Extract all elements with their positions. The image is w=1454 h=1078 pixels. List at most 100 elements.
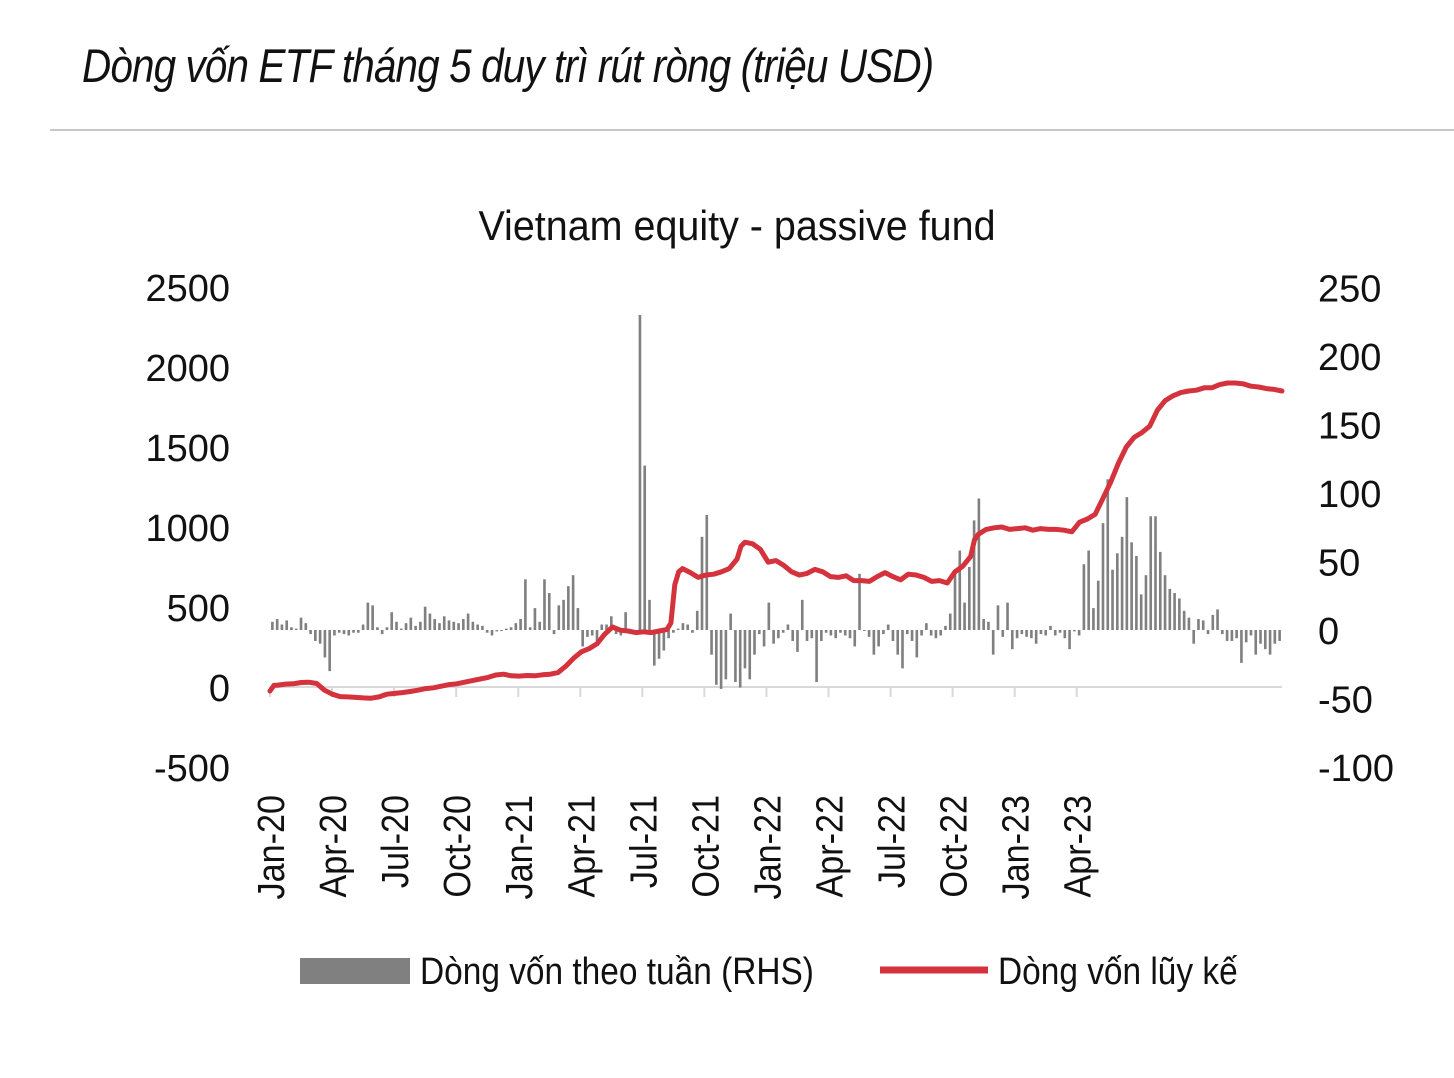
weekly-flow-bar [1020,630,1024,635]
weekly-flow-bar [700,536,704,630]
x-tick-label: Jan-21 [498,795,541,900]
weekly-flow-bar [399,628,403,630]
right-axis-ticks: -100 -50 0 50 100 150 200 250 [1318,269,1394,791]
weekly-flow-bar [968,566,971,630]
weekly-flow-bar [734,630,737,683]
weekly-flow-bar [1010,630,1014,650]
weekly-flow-bar [886,624,890,630]
weekly-flow-bar [843,630,847,636]
weekly-flow-bar [614,630,618,635]
weekly-flow-bar [1044,630,1048,636]
weekly-flow-bar [991,630,995,655]
x-tick-label: Apr-23 [1056,795,1099,898]
weekly-flow-bar [896,630,900,655]
weekly-flow-bar [944,625,947,630]
x-tick-label: Jan-23 [994,795,1037,900]
weekly-flow-bar [586,630,589,637]
weekly-flow-bar [729,613,732,630]
weekly-flow-bar [977,498,981,630]
weekly-flow-bar [743,630,747,669]
weekly-flow-bar [939,630,943,636]
weekly-flow-bar [1087,550,1090,630]
weekly-flow-bar [862,630,866,631]
weekly-flow-bar [624,612,627,630]
x-tick-label: Jul-21 [622,795,665,888]
weekly-flow-bar [552,630,556,635]
weekly-flow-bar [318,630,322,644]
weekly-flow-bar [925,623,928,630]
weekly-flow-bar [1168,588,1172,630]
weekly-flow-bar [481,625,484,630]
weekly-flow-bar [1249,630,1253,636]
weekly-flow-bar [571,575,575,630]
x-tick-labels: Jan-20 Apr-20 Jul-20 Oct-20 Jan-21 Apr-21 Jul-… [249,795,1099,900]
cumulative-flow-line [267,380,1285,701]
weekly-flow-bar [767,602,771,630]
weekly-flow-bar [1015,630,1019,639]
weekly-flow-bar [457,623,460,630]
weekly-flow-bar [514,623,518,630]
weekly-flow-bar [667,630,670,639]
weekly-flow-bar [1073,630,1076,632]
weekly-flow-bar [557,605,561,630]
weekly-flow-bar [581,630,584,647]
weekly-flow-bar [500,630,503,631]
weekly-flow-bar [1278,630,1281,641]
weekly-flow-bar [347,630,351,636]
weekly-flow-bar [609,616,613,630]
weekly-flow-bar [662,630,666,651]
x-tick-label: Jul-20 [373,795,416,888]
weekly-flow-bar [1163,575,1167,630]
left-tick-label: 2000 [145,348,230,390]
left-tick-label: 0 [209,668,230,710]
weekly-flow-bar [376,627,379,630]
weekly-flow-bar [810,630,814,639]
weekly-flow-bar [652,630,656,666]
weekly-flow-bar [471,621,475,630]
weekly-flow-bar [576,608,580,630]
weekly-flow-bar [858,573,861,630]
legend: Dòng vốn theo tuần (RHS) Dòng vốn lũy kế [300,950,1238,992]
weekly-flow-bars [271,314,1281,689]
right-tick-label: 200 [1318,337,1381,379]
weekly-flow-bar [1206,630,1210,635]
weekly-flow-bar [490,630,494,636]
weekly-flow-bar [1101,523,1105,630]
weekly-flow-bar [1230,630,1234,641]
weekly-flow-bar [772,630,775,644]
weekly-flow-bar [1273,630,1277,644]
weekly-flow-bar [538,621,542,630]
weekly-flow-bar [891,630,895,641]
weekly-flow-bar [657,630,661,659]
weekly-flow-bar [643,465,647,630]
weekly-flow-bar [280,624,284,630]
weekly-flow-bar [271,621,274,630]
weekly-flow-bar [1211,614,1215,630]
weekly-flow-bar [1006,602,1009,630]
weekly-flow-bar [948,613,952,630]
weekly-flow-bar [710,630,713,655]
weekly-flow-bar [672,630,675,633]
weekly-flow-bar [848,630,852,639]
x-tick-label: Oct-20 [435,795,478,898]
weekly-flow-bar [972,520,976,630]
right-tick-label: 50 [1318,543,1360,585]
weekly-flow-bar [1244,630,1248,643]
weekly-flow-bar [1049,625,1052,630]
weekly-flow-bar [1235,630,1238,639]
weekly-flow-bar [882,630,885,635]
weekly-flow-bar [853,630,857,647]
weekly-flow-bar [1125,497,1129,630]
left-tick-label: 500 [167,588,230,630]
weekly-flow-bar [1106,479,1110,630]
left-tick-label: 1000 [145,508,230,550]
chart-title: Vietnam equity - passive fund [478,202,995,249]
weekly-flow-bar [901,630,904,669]
weekly-flow-bar [380,630,384,635]
weekly-flow-bar [872,630,876,655]
weekly-flow-bar [1063,630,1067,639]
weekly-flow-bar [982,619,985,630]
weekly-flow-bar [777,630,780,639]
weekly-flow-bar [299,617,303,630]
weekly-flow-bar [738,630,742,688]
